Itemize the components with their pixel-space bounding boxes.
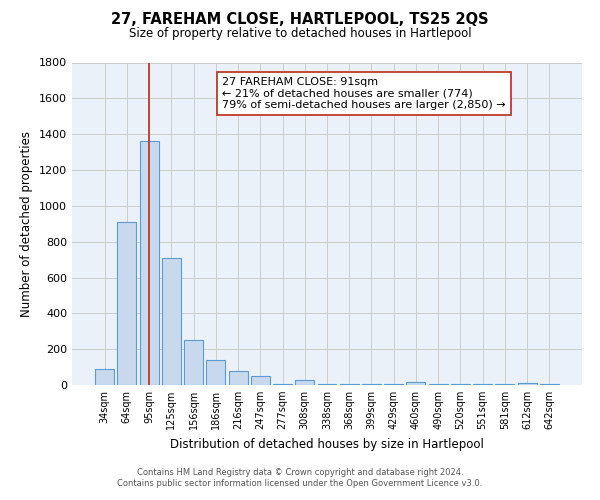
Bar (118, 222, 136, 385)
Bar (184, 340, 203, 385)
Bar (496, 384, 514, 385)
Text: Contains HM Land Registry data © Crown copyright and database right 2024.
Contai: Contains HM Land Registry data © Crown c… (118, 468, 482, 487)
Y-axis label: Number of detached properties: Number of detached properties (20, 130, 34, 317)
Bar (317, 384, 337, 385)
Bar (473, 384, 492, 385)
Bar (206, 360, 225, 385)
Bar (406, 382, 425, 385)
Bar (362, 384, 381, 385)
X-axis label: Distribution of detached houses by size in Hartlepool: Distribution of detached houses by size … (170, 438, 484, 450)
Bar (384, 384, 403, 385)
Text: 27 FAREHAM CLOSE: 91sqm
← 21% of detached houses are smaller (774)
79% of semi-d: 27 FAREHAM CLOSE: 91sqm ← 21% of detache… (223, 77, 506, 110)
Text: Size of property relative to detached houses in Hartlepool: Size of property relative to detached ho… (128, 28, 472, 40)
Bar (251, 376, 270, 385)
Bar (273, 384, 292, 385)
Bar (140, 142, 158, 385)
Bar (295, 380, 314, 385)
Bar (540, 384, 559, 385)
Bar (451, 384, 470, 385)
Bar (518, 383, 536, 385)
Bar (229, 370, 248, 385)
Text: 27, FAREHAM CLOSE, HARTLEPOOL, TS25 2QS: 27, FAREHAM CLOSE, HARTLEPOOL, TS25 2QS (111, 12, 489, 28)
Bar (162, 258, 181, 385)
Bar (95, 369, 114, 385)
Bar (340, 384, 359, 385)
Bar (429, 384, 448, 385)
